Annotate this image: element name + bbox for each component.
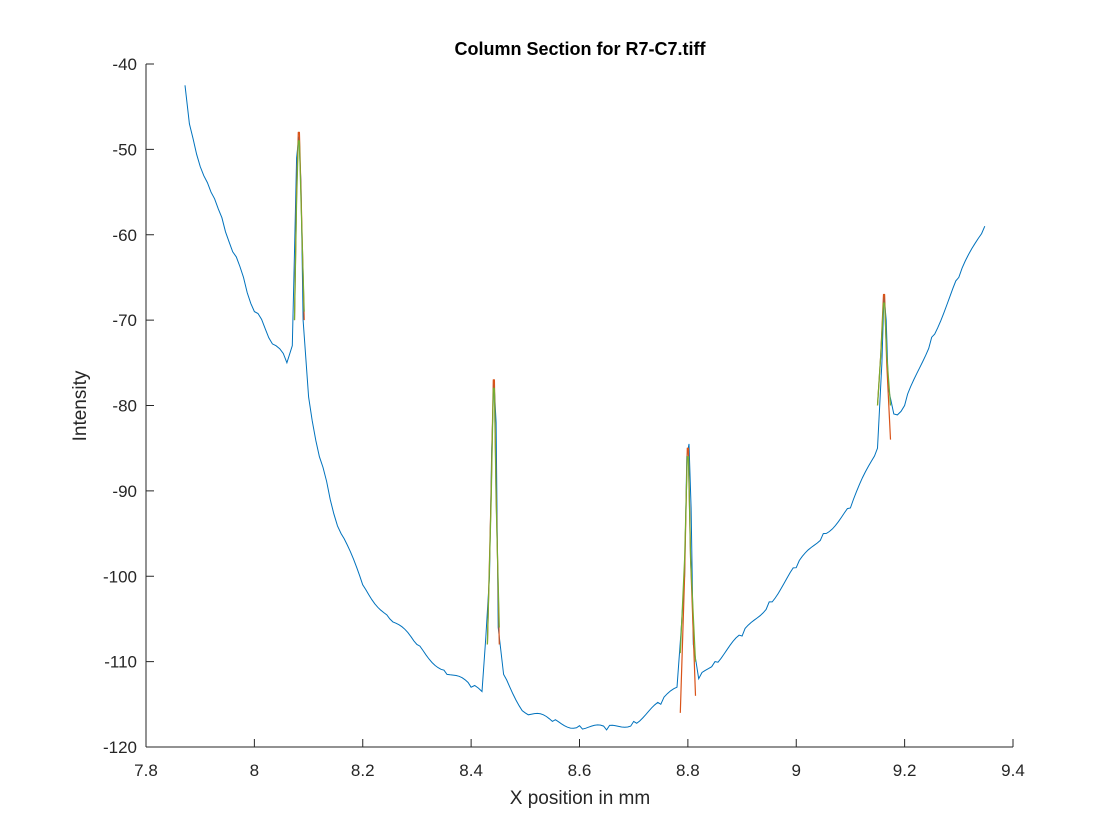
series-line-fit-b [876,302,892,406]
y-axis-label: Intensity [70,370,91,441]
y-tick-label: -90 [112,482,137,501]
x-axis-label: X position in mm [510,788,650,809]
x-tick-label: 8.8 [676,761,700,780]
series-line-fit-a [679,447,697,713]
x-tick-label: 9.2 [893,761,917,780]
x-tick-label: 9 [792,761,801,780]
series-line-fit-b [486,387,500,645]
plot-series-group [184,85,986,731]
y-tick-label: -110 [104,653,137,672]
x-tick-label: 8.2 [351,761,375,780]
y-tick-label: -100 [103,567,137,586]
y-tick-label: -60 [112,226,137,245]
x-tick-label: 8.4 [459,761,483,780]
series-line-fit-b [679,456,697,662]
x-tick-group: 7.8 8 8.2 8.4 8.6 8.8 9 9.2 9.4 [134,739,1025,780]
y-tick-label: -40 [112,55,137,74]
y-tick-label: -50 [112,140,137,159]
x-tick-label: 7.8 [134,761,158,780]
y-tick-label: -70 [112,311,137,330]
x-tick-label: 8.6 [568,761,592,780]
y-tick-group: -40 -50 -60 -70 -80 -90 -100 -110 -120 [103,55,154,757]
y-tick-label: -80 [112,397,137,416]
x-tick-label: 9.4 [1001,761,1025,780]
x-tick-label: 8 [250,761,259,780]
series-line-section [184,85,986,731]
series-line-fit-b [293,140,305,321]
chart-title: Column Section for R7-C7.tiff [455,39,707,59]
y-tick-label: -120 [103,738,137,757]
